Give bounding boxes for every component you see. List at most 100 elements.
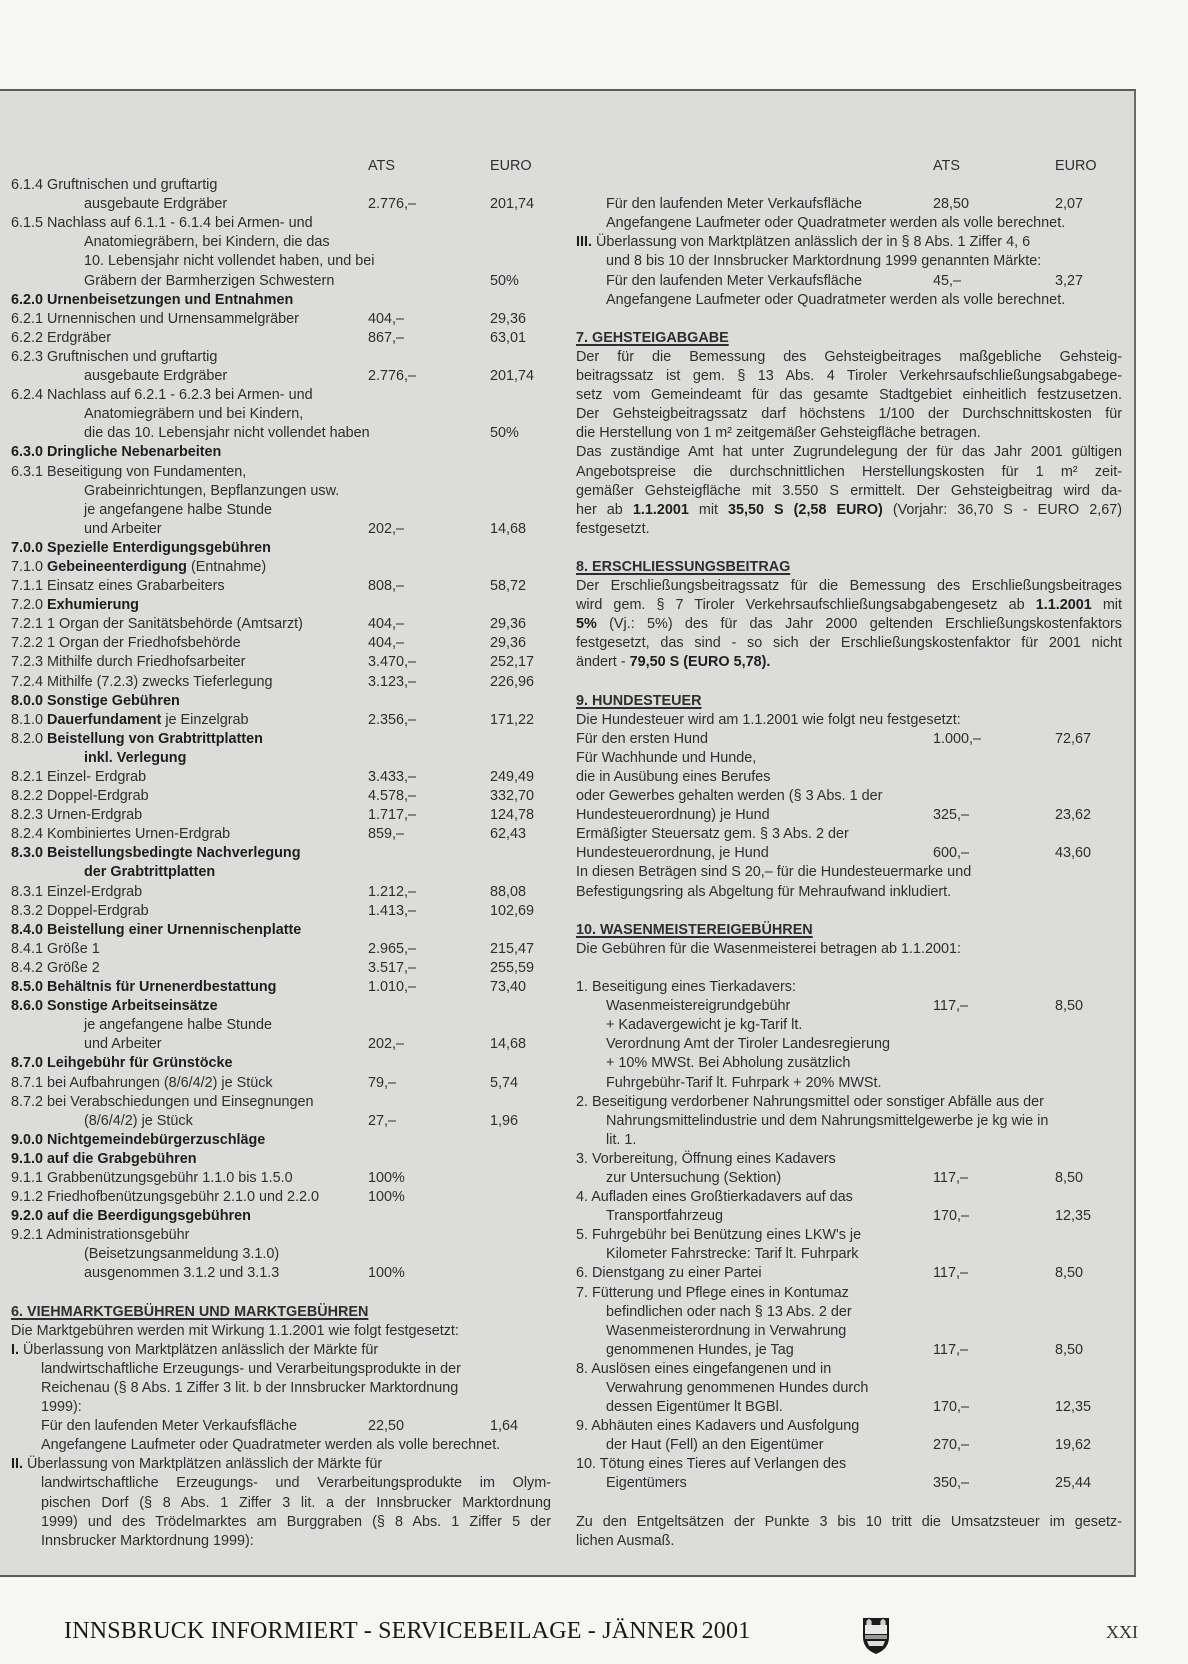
- line-text: 8.4.0 Beistellung einer Urnennischenplat…: [11, 921, 301, 940]
- blank-line: [576, 902, 1122, 921]
- line-text: 6.2.4 Nachlass auf 6.2.1 - 6.2.3 bei Arm…: [11, 386, 313, 405]
- text-segment: Angefangene Laufmeter oder Quadratmeter …: [606, 215, 1066, 232]
- euro-value: 171,22: [490, 711, 535, 728]
- fee-line: 8.4.2 Größe 2 3.517,– 255,59: [11, 959, 551, 978]
- fee-line: 9.1.1 Grabbenützungsgebühr 1.1.0 bis 1.5…: [11, 1169, 551, 1188]
- fee-line: 7.0.0 Spezielle Enterdigungsgebühren: [11, 539, 551, 558]
- ats-value: 350,–: [933, 1475, 970, 1492]
- line-text: landwirtschaftliche Erzeugungs- und Vera…: [41, 1474, 551, 1493]
- section-heading: 6. VIEHMARKTGEBÜHREN UND MARKTGEBÜHREN: [11, 1303, 551, 1322]
- ats-value: 22,50: [368, 1418, 405, 1435]
- blank-line: [576, 959, 1122, 978]
- euro-header: EURO: [1055, 158, 1097, 174]
- line-text: Angebotspreise die durchschnittlichen He…: [576, 463, 1122, 482]
- ats-value: 117,–: [933, 1265, 968, 1282]
- fee-line: 9.2.1 Administrationsgebühr: [11, 1226, 551, 1245]
- ats-value: 3.123,–: [368, 673, 417, 690]
- bold-text: 8.7.0 Leihgebühr für Grünstöcke: [11, 1055, 233, 1072]
- bold-text: 8.5.0 Behältnis für Urnenerdbestattung: [11, 979, 277, 996]
- fee-line: zur Untersuchung (Sektion) 117,– 8,50: [576, 1169, 1122, 1188]
- line-text: 9.2.0 auf die Beerdigungsgebühren: [11, 1207, 251, 1226]
- text-segment: 8. Auslösen eines eingefangenen und in: [576, 1360, 832, 1377]
- line-text: Für Wachhunde und Hunde,: [576, 749, 756, 768]
- fee-line: 8.2.3 Urnen-Erdgrab 1.717,– 124,78: [11, 806, 551, 825]
- text-segment: 4. Aufladen eines Großtierkadavers auf d…: [576, 1189, 853, 1206]
- ats-value: 117,–: [933, 1341, 968, 1358]
- text-segment: + Kadavergewicht je kg-Tarif lt.: [606, 1017, 803, 1034]
- text-segment: 8.4.1 Größe 1: [11, 940, 100, 957]
- ats-value: 45,–: [933, 272, 962, 289]
- text-segment: 7.1.0: [11, 558, 48, 575]
- fee-line: 7.1.1 Einsatz eines Grabarbeiters 808,– 58…: [11, 577, 551, 596]
- euro-value: 8,50: [1055, 1265, 1084, 1282]
- fee-line: Anatomiegräbern und bei Kindern,: [11, 405, 551, 424]
- euro-value: 50%: [490, 425, 519, 442]
- fee-line: 8. Auslösen eines eingefangenen und in: [576, 1360, 1122, 1379]
- line-text: Ermäßigter Steuersatz gem. § 3 Abs. 2 de…: [576, 825, 849, 844]
- text-segment: 9.2.1 Administrationsgebühr: [11, 1227, 190, 1244]
- ats-value: 3.517,–: [368, 959, 417, 976]
- bold-text: 8.0.0 Sonstige Gebühren: [11, 692, 180, 709]
- line-text: + 10% MWSt. Bei Abholung zusätzlich: [606, 1054, 850, 1073]
- text-segment: 7. GEHSTEIGABGABE: [576, 329, 729, 346]
- fee-line: 8.5.0 Behältnis für Urnenerdbestattung 1.…: [11, 978, 551, 997]
- fee-line: 6.2.0 Urnenbeisetzungen und Entnahmen: [11, 291, 551, 310]
- euro-value: 102,69: [490, 902, 535, 919]
- text-segment: 8.2.1 Einzel- Erdgrab: [11, 769, 147, 785]
- ats-value: 79,–: [368, 1074, 397, 1091]
- line-text: 7. GEHSTEIGABGABE: [576, 329, 729, 348]
- line-text: 8.6.0 Sonstige Arbeitseinsätze: [11, 997, 218, 1016]
- text-segment: und Arbeiter: [84, 520, 162, 537]
- fee-line: Der für die Bemessung des Gehsteigbeitra…: [576, 348, 1122, 367]
- line-text: 8.4.1 Größe 1: [11, 940, 100, 959]
- line-text: 5. Fuhrgebühr bei Benützung eines LKW's …: [576, 1226, 861, 1245]
- line-text: 7.2.3 Mithilfe durch Friedhofsarbeiter: [11, 653, 245, 672]
- text-segment: Verwahrung genommenen Hundes durch: [606, 1380, 869, 1396]
- text-segment: Überlassung von Marktplätzen anlässlich …: [23, 1456, 383, 1473]
- line-text: oder Gewerbes gehalten werden (§ 3 Abs. …: [576, 787, 882, 806]
- line-text: lit. 1.: [606, 1131, 636, 1150]
- fee-line: Innsbrucker Marktordnung 1999):: [11, 1532, 551, 1551]
- line-text: lichen Ausmaß.: [576, 1532, 674, 1551]
- line-text: Hundesteuerordnung, je Hund: [576, 844, 769, 863]
- text-segment: Das zuständige Amt hat unter Zugrundeleg…: [576, 444, 1122, 461]
- text-segment: ausgenommen 3.1.2 und 3.1.3: [84, 1265, 280, 1282]
- fee-line: Verordnung Amt der Tiroler Landesregieru…: [576, 1035, 1122, 1054]
- line-text: Kilometer Fahrstrecke: Tarif lt. Fuhrpar…: [606, 1245, 858, 1264]
- line-text: Eigentümers: [606, 1474, 687, 1493]
- line-text: 6.1.4 Gruftnischen und gruftartig: [11, 176, 217, 195]
- fee-line: Anatomiegräbern, bei Kindern, die das: [11, 233, 551, 252]
- fee-line: ändert - 79,50 S (EURO 5,78).: [576, 653, 1122, 672]
- line-text: pischen Dorf (§ 8 Abs. 1 Ziffer 3 lit. a…: [41, 1494, 551, 1513]
- fee-line: 2. Beseitigung verdorbener Nahrungsmitte…: [576, 1093, 1122, 1112]
- ats-value: 270,–: [933, 1437, 970, 1454]
- text-segment: Überlassung von Marktplätzen anlässlich …: [19, 1341, 379, 1358]
- ats-value: 2.965,–: [368, 940, 417, 957]
- text-segment: Für den laufenden Meter Verkaufsfläche: [606, 196, 862, 213]
- line-text: der Haut (Fell) an den Eigentümer: [606, 1436, 824, 1455]
- fee-line: I. Überlassung von Marktplätzen anlässli…: [11, 1341, 551, 1360]
- text-segment: 7.2.4 Mithilfe (7.2.3) zwecks Tieferlegu…: [11, 673, 273, 690]
- text-segment: setz vom Gemeindeamt für das gesamte Sta…: [576, 387, 1122, 404]
- line-text: Das zuständige Amt hat unter Zugrundeleg…: [576, 443, 1122, 462]
- fee-line: der Grabtrittplatten: [11, 863, 551, 882]
- line-text: 7.1.0 Gebeineenterdigung (Entnahme): [11, 558, 266, 577]
- ats-header: ATS: [368, 158, 395, 174]
- line-text: 7.2.4 Mithilfe (7.2.3) zwecks Tieferlegu…: [11, 673, 273, 692]
- text-segment: 8.7.1 bei Aufbahrungen (8/6/4/2) je Stüc…: [11, 1074, 273, 1091]
- line-text: III. Überlassung von Marktplätzen anläss…: [576, 233, 1030, 252]
- line-text: 10. Lebensjahr nicht vollendet haben, un…: [84, 252, 374, 271]
- text-segment: lit. 1.: [606, 1131, 637, 1148]
- bold-text: III.: [576, 234, 592, 251]
- line-text: 6.2.1 Urnennischen und Urnensammelgräber: [11, 310, 299, 329]
- ats-value: 170,–: [933, 1399, 970, 1416]
- line-text: Angefangene Laufmeter oder Quadratmeter …: [41, 1436, 500, 1455]
- fee-line: wird gem. § 7 Tiroler Verkehrsaufschließ…: [576, 596, 1122, 615]
- line-text: 8.0.0 Sonstige Gebühren: [11, 692, 180, 711]
- fee-line: beitragssatz ist gem. § 13 Abs. 4 Tirole…: [576, 367, 1122, 386]
- line-text: 8.2.3 Urnen-Erdgrab: [11, 806, 142, 825]
- text-segment: (Vorjahr: 36,70 S - EURO 2,67): [882, 501, 1122, 518]
- fee-line: die in Ausübung eines Berufes: [576, 768, 1122, 787]
- line-text: 6.3.1 Beseitigung von Fundamenten,: [11, 463, 246, 482]
- ats-value: 1.717,–: [368, 807, 417, 824]
